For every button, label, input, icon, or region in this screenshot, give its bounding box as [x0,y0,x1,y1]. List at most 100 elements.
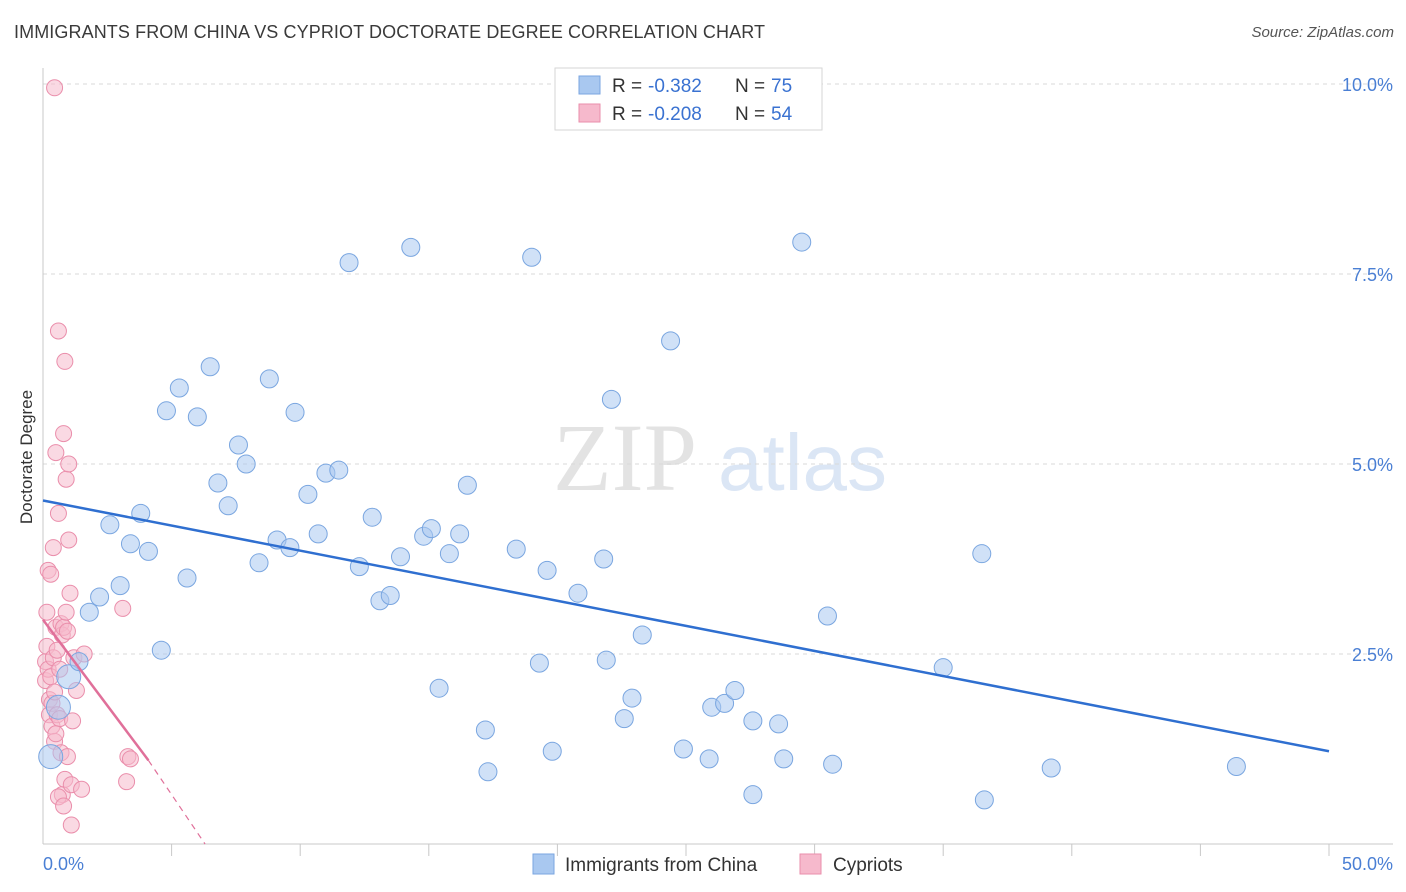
cypriots-point [44,539,62,557]
china-point [673,739,693,759]
china-point [200,357,220,377]
china-point [478,762,498,782]
china-point [699,749,719,769]
cypriots-point [42,565,60,583]
china-point [236,454,256,474]
x-tick-label: 0.0% [43,854,84,874]
cypriots-point [56,352,74,370]
china-point [457,475,477,495]
china-point [974,790,994,810]
legend-r-value-cypriots: -0.208 [648,104,702,125]
legend-n-value-cypriots: 54 [771,104,793,125]
cypriots-trend-line [42,619,150,762]
china-point [506,539,526,559]
cypriots-point [47,725,65,743]
china-point [79,602,99,622]
china-point [529,653,549,673]
cypriots-point [57,603,75,621]
china-point [601,389,621,409]
cypriots-point [58,622,76,640]
china-point [177,568,197,588]
series-legend-swatch-china [532,853,555,875]
cypriots-point [57,470,75,488]
cypriots-point [49,322,67,340]
cypriots-points [37,79,139,834]
china-point [100,515,120,535]
china-point [156,401,176,421]
china-point [823,754,843,774]
china-point [151,640,171,660]
series-legend-label-china: Immigrants from China [565,855,758,876]
legend-n-label-cypriots: N = [735,104,765,125]
china-point [120,534,140,554]
cypriots-point [47,444,65,462]
china-point [715,693,735,713]
china-point [362,507,382,527]
china-point [208,473,228,493]
china-point [725,680,745,700]
china-point [329,460,349,480]
china-point [743,711,763,731]
china-point [596,650,616,670]
chart-title: IMMIGRANTS FROM CHINA VS CYPRIOT DOCTORA… [14,22,766,42]
x-tick-label: 50.0% [1342,854,1393,874]
watermark-atlas: atlas [718,418,887,507]
china-trend-line [42,499,1330,753]
china-point [769,714,789,734]
y-tick-label: 2.5% [1352,645,1393,665]
cypriots-point [60,531,78,549]
china-point [475,720,495,740]
china-point [308,524,328,544]
china-point [298,484,318,504]
china-point [450,524,470,544]
china-point [972,544,992,564]
china-point [56,664,82,690]
china-point [439,544,459,564]
china-point [594,549,614,569]
china-point [38,744,64,770]
legend-swatch-china [578,75,601,95]
legend-r-label-china: R = [612,76,642,97]
china-point [69,652,89,672]
cypriots-point [49,504,67,522]
china-point [429,678,449,698]
watermark: ZIP atlas [553,404,887,511]
china-point [249,553,269,573]
china-point [391,547,411,567]
china-point [661,331,681,351]
china-point [522,247,542,267]
china-point [339,253,359,273]
china-point [568,583,588,603]
china-point [285,402,305,422]
y-tick-labels: 2.5% 5.0% 7.5% 10.0% [1342,75,1393,665]
legend-r-label-cypriots: R = [612,104,642,125]
cypriots-point [60,455,78,473]
cypriots-point [62,816,80,834]
cypriots-trend-extension [147,760,206,845]
stats-legend: R = -0.382 N = 75 R = -0.208 N = 54 [554,67,823,131]
china-point [542,741,562,761]
legend-n-label-china: N = [735,76,765,97]
cypriots-point [61,584,79,602]
y-tick-label: 7.5% [1352,265,1393,285]
legend-r-value-china: -0.382 [648,76,702,97]
x-tick-labels: 0.0% 50.0% [43,854,1393,874]
china-point [380,585,400,605]
watermark-zip: ZIP [553,404,697,511]
china-point [1041,758,1061,778]
china-point [632,625,652,645]
y-axis-title: Doctorate Degree [17,390,36,524]
y-tick-label: 5.0% [1352,455,1393,475]
legend-n-value-china: 75 [771,76,792,97]
series-legend: Immigrants from China Cypriots [532,853,903,876]
cypriots-point [73,780,91,798]
china-point [817,606,837,626]
china-point [401,237,421,257]
china-point [614,709,634,729]
cypriots-point [55,797,73,815]
cypriots-point [38,603,56,621]
china-point [218,496,238,516]
china-point [1226,756,1246,776]
cypriots-point [55,425,73,443]
